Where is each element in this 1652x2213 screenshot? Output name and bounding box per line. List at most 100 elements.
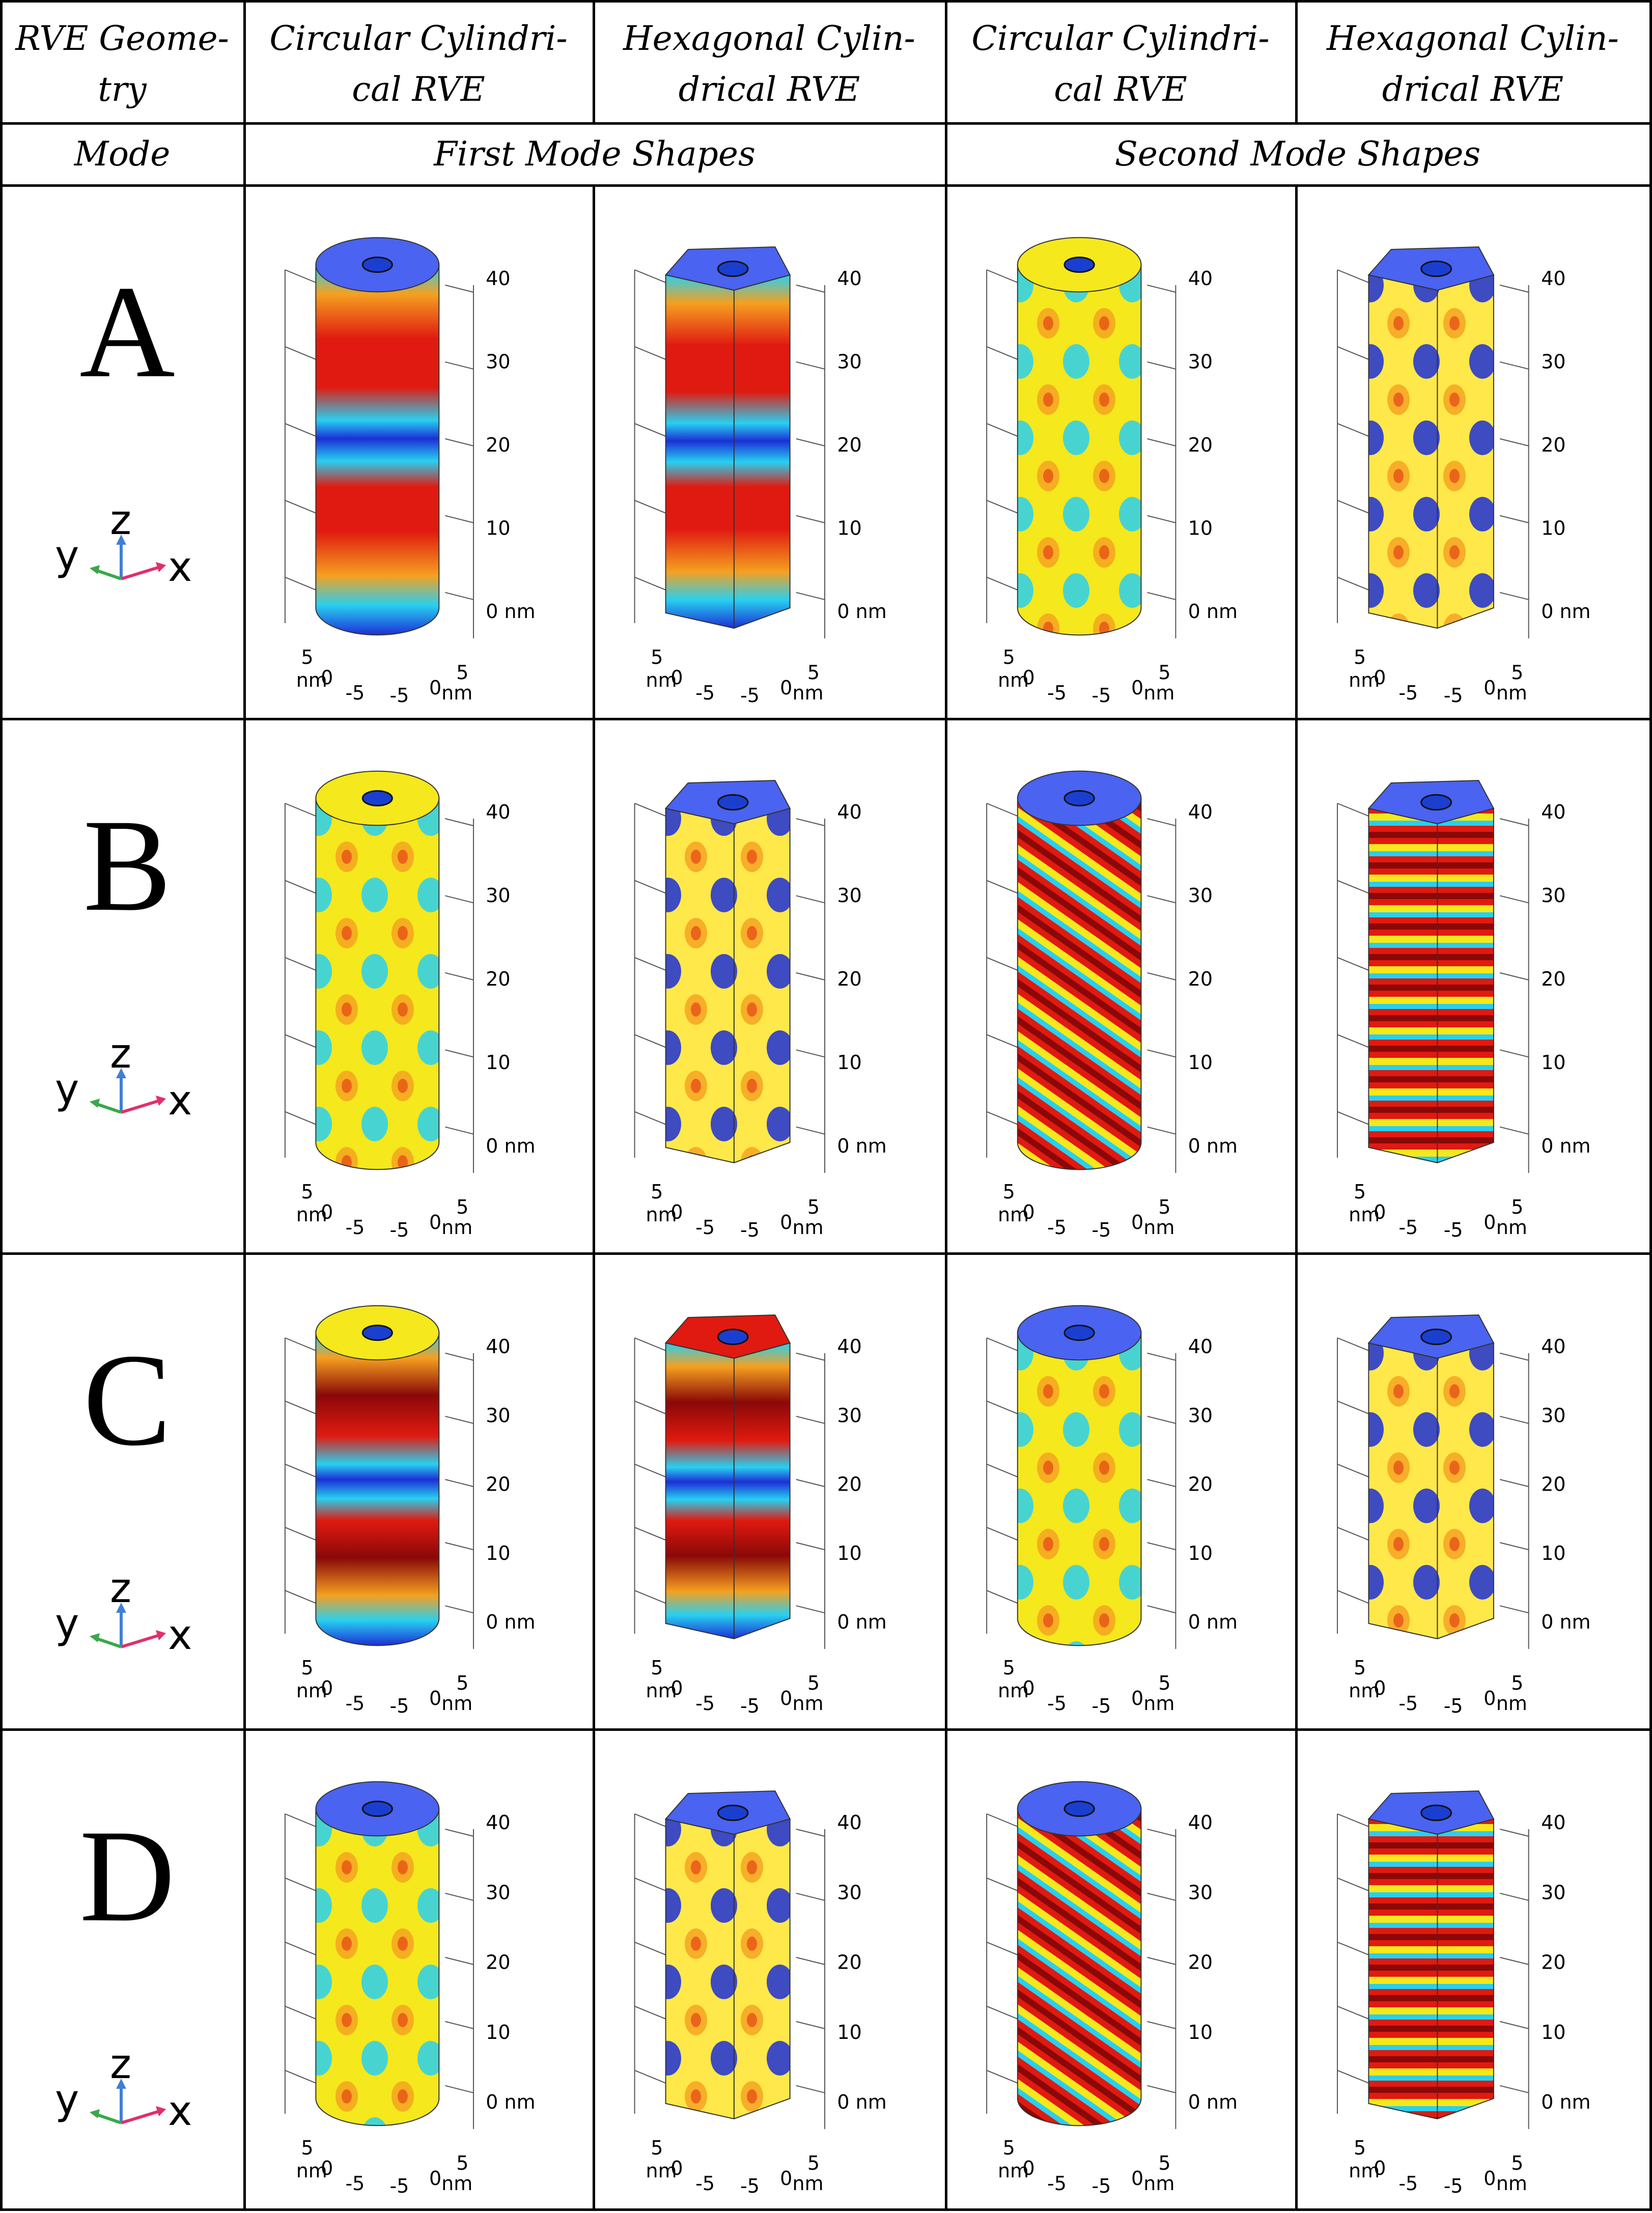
x-tick-label: 0	[780, 2167, 792, 2190]
triad-z-label: z	[110, 1030, 131, 1077]
y-tick-label: -5	[345, 1692, 365, 1715]
x-tick-label: 5	[1158, 2152, 1170, 2174]
z-tick-label: 40	[837, 1811, 861, 1834]
triad-y-label: y	[55, 532, 79, 579]
z-tick-label: 30	[1541, 1404, 1565, 1426]
x-tick-label: 0	[1483, 1211, 1496, 1234]
mode-shape-plot: 0 nm 10 20 30 40 5 nm 0 -5 -5 0 nm 5	[247, 188, 590, 715]
z-tick-label: 40	[486, 1811, 510, 1834]
z-tick-label: 20	[837, 1473, 861, 1496]
z-tick-label: 20	[1541, 1951, 1565, 1974]
rve-hole	[1063, 1800, 1095, 1817]
y-tick-label: 5	[651, 1181, 663, 1203]
y-tick-label: -5	[1398, 1216, 1418, 1239]
x-tick-label: 5	[1511, 1672, 1523, 1694]
z-tick-label: 40	[486, 801, 510, 823]
z-tick-label: 20	[1188, 1473, 1213, 1496]
z-tick-label: 20	[1188, 434, 1213, 456]
x-tick-label: 0	[1483, 677, 1496, 699]
z-tick-label: 20	[837, 1951, 861, 1974]
mode-letter: B	[83, 792, 172, 939]
plot-grid	[284, 1337, 474, 1649]
plot-grid	[1337, 269, 1529, 638]
mode-shape-plot: 0 nm 10 20 30 40 5 nm 0 -5 -5 0 nm 5	[597, 722, 942, 1249]
x-tick-label: 0	[1131, 677, 1143, 699]
x-tick-label: 0	[429, 2167, 441, 2190]
mode-shape-plot: 0 nm 10 20 30 40 5 nm 0 -5 -5 0 nm 5	[1299, 722, 1646, 1249]
z-tick-label: 10	[837, 1051, 861, 1074]
mode-shape-plot: 0 nm 10 20 30 40 5 nm 0 -5 -5 0 nm 5	[1299, 1256, 1646, 1725]
rve-body	[1017, 264, 1142, 636]
x-tick-label: 5	[1511, 1196, 1523, 1218]
z-tick-label: 20	[837, 968, 861, 990]
plot-grid	[634, 803, 826, 1173]
triad-y-label: y	[55, 1066, 79, 1113]
y-tick-label: 0	[670, 2157, 683, 2179]
z-tick-label: 0 nm	[1188, 600, 1238, 623]
y-tick-label: nm	[296, 1679, 327, 1702]
z-tick-label: 10	[1188, 1542, 1213, 1564]
rve-hole	[1420, 794, 1452, 811]
rve-hole	[1063, 790, 1095, 807]
y-tick-label: -5	[1398, 682, 1418, 704]
y-tick-label: 0	[670, 1677, 683, 1699]
x-tick-label: -5	[1091, 1219, 1111, 1241]
z-tick-label: 20	[1541, 968, 1565, 990]
x-tick-label: 5	[456, 1196, 468, 1218]
y-tick-label: -5	[345, 1216, 365, 1239]
x-tick-label: -5	[390, 1219, 409, 1241]
z-tick-label: 40	[1541, 1811, 1565, 1834]
x-tick-label: -5	[390, 684, 409, 707]
x-tick-label: -5	[1444, 1219, 1463, 1241]
mode-shape-plot: 0 nm 10 20 30 40 5 nm 0 -5 -5 0 nm 5	[247, 722, 590, 1249]
rve-hole	[717, 1328, 749, 1346]
y-tick-label: 5	[1003, 1181, 1015, 1203]
z-tick-label: 0 nm	[837, 2091, 886, 2113]
mode-shape-plot: 0 nm 10 20 30 40 5 nm 0 -5 -5 0 nm 5	[1299, 1732, 1646, 2205]
z-tick-label: 10	[486, 517, 510, 540]
y-tick-label: 0	[1023, 666, 1035, 689]
y-tick-label: -5	[695, 1216, 715, 1239]
x-tick-label: 5	[1158, 1196, 1170, 1218]
z-tick-label: 20	[486, 434, 510, 456]
grid-vline	[1295, 184, 1298, 2211]
y-tick-label: 0	[670, 666, 683, 689]
mode-shape-plot: 0 nm 10 20 30 40 5 nm 0 -5 -5 0 nm 5	[597, 188, 942, 715]
rve-body	[315, 1808, 440, 2126]
grid-vline	[593, 0, 595, 124]
y-tick-label: 5	[1354, 1181, 1366, 1203]
y-tick-label: 0	[321, 1677, 333, 1699]
z-tick-label: 30	[486, 1881, 510, 1903]
rve-hole	[1063, 1324, 1095, 1341]
z-tick-label: 40	[486, 1335, 510, 1358]
y-tick-label: 5	[301, 646, 313, 668]
mode-letter: C	[83, 1327, 172, 1473]
y-tick-label: nm	[998, 1203, 1029, 1226]
grid-vline	[0, 0, 3, 2211]
x-tick-label: 5	[807, 1672, 820, 1694]
y-tick-label: -5	[1047, 1216, 1067, 1239]
y-tick-label: nm	[646, 669, 677, 691]
x-tick-label: 0	[780, 677, 792, 699]
x-tick-label: 0	[1131, 1687, 1143, 1710]
y-tick-label: 5	[301, 1657, 313, 1679]
triad-x-label: x	[168, 1611, 192, 1659]
x-tick-label: 0	[780, 1687, 792, 1710]
grid-vline	[243, 0, 246, 2211]
y-tick-label: -5	[345, 2172, 365, 2195]
header-col-hexagonal-2: Hexagonal Cylin- drical RVE	[1327, 19, 1619, 109]
y-tick-label: nm	[646, 2160, 677, 2182]
x-tick-label: nm	[1143, 1216, 1174, 1239]
rve-body	[665, 274, 791, 629]
triad-z-label: z	[110, 496, 131, 544]
x-tick-label: nm	[793, 2172, 824, 2195]
